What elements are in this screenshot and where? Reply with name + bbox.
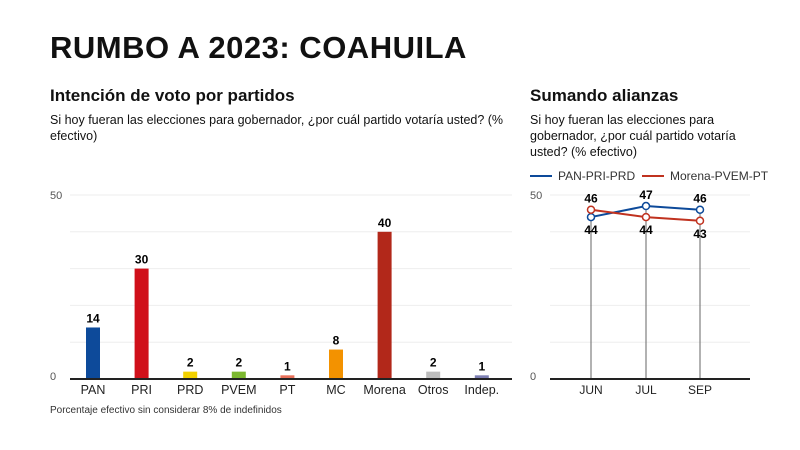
data-label: 46 [693,192,707,206]
data-point [695,216,705,226]
data-label: 2 [235,356,242,370]
x-tick-label: JUN [579,383,602,397]
bar-prd [183,371,198,379]
bar-mc [329,349,343,379]
data-label: 14 [86,311,100,325]
y-tick-label: 0 [530,371,536,383]
footnote: Porcentaje efectivo sin considerar 8% de… [50,405,282,416]
data-label: 43 [693,227,707,241]
bar-chart-subtitle: Si hoy fueran las elecciones para gobern… [50,113,504,143]
bar-pri [134,268,149,379]
data-point [586,205,596,214]
data-label: 44 [639,223,653,237]
data-point [641,212,651,222]
bar-indep [474,375,489,379]
page-title: RUMBO A 2023: COAHUILA [50,30,467,65]
bar-morena [377,231,392,379]
data-label: 2 [430,356,437,370]
x-tick-label: PVEM [221,383,256,397]
legend-label: Morena-PVEM-PT [670,169,769,183]
x-tick-label: Otros [418,383,449,397]
data-label: 46 [584,192,598,206]
bar-pan [86,327,100,379]
data-label: 8 [333,334,340,348]
x-tick-label: PRD [177,383,203,397]
data-label: 2 [187,356,194,370]
x-tick-label: PT [279,383,295,397]
bar-chart-title: Intención de voto por partidos [50,86,295,105]
data-label: 40 [378,216,392,230]
line-chart-subtitle: Si hoy fueran las elecciones para gobern… [530,113,736,159]
data-label: 1 [478,359,485,373]
data-point [641,201,651,211]
line-chart-title: Sumando alianzas [530,86,679,105]
data-label: 44 [584,223,598,237]
data-label: 47 [639,188,653,202]
data-label: 1 [284,359,291,373]
y-tick-label: 0 [50,371,56,383]
y-tick-label: 50 [530,190,542,202]
bar-otros [426,371,441,379]
x-tick-label: PAN [81,383,106,397]
legend-label: PAN-PRI-PRD [558,169,635,183]
x-tick-label: Indep. [464,383,499,397]
x-tick-label: SEP [688,383,712,397]
x-tick-label: PRI [131,383,152,397]
data-point [695,205,705,214]
data-point [586,212,596,222]
bar-pt [280,375,295,379]
x-tick-label: Morena [363,383,405,397]
data-label: 30 [135,253,149,267]
bar-pvem [231,371,246,379]
y-tick-label: 50 [50,190,62,202]
x-tick-label: MC [326,383,345,397]
x-tick-label: JUL [635,383,657,397]
